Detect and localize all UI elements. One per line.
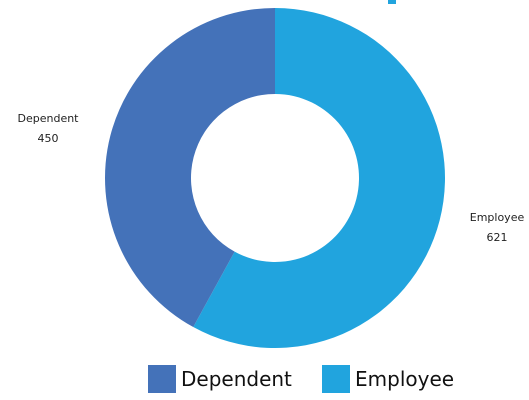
legend-label-dependent: Dependent — [181, 367, 292, 391]
label-dependent-name: Dependent — [18, 112, 80, 125]
donut-slices — [104, 8, 445, 348]
legend-item-dependent: Dependent — [148, 365, 292, 393]
slice-dependent — [104, 8, 275, 328]
legend-label-employee: Employee — [355, 367, 455, 391]
label-employee-value: 621 — [487, 231, 508, 244]
cropped-title-accent — [388, 0, 396, 4]
label-employee-name: Employee — [470, 211, 525, 224]
slice-employee — [193, 8, 445, 348]
legend-swatch-dependent — [148, 365, 176, 393]
label-dependent-value: 450 — [38, 132, 59, 145]
legend-item-employee: Employee — [322, 365, 454, 393]
legend-swatch-employee — [322, 365, 350, 393]
